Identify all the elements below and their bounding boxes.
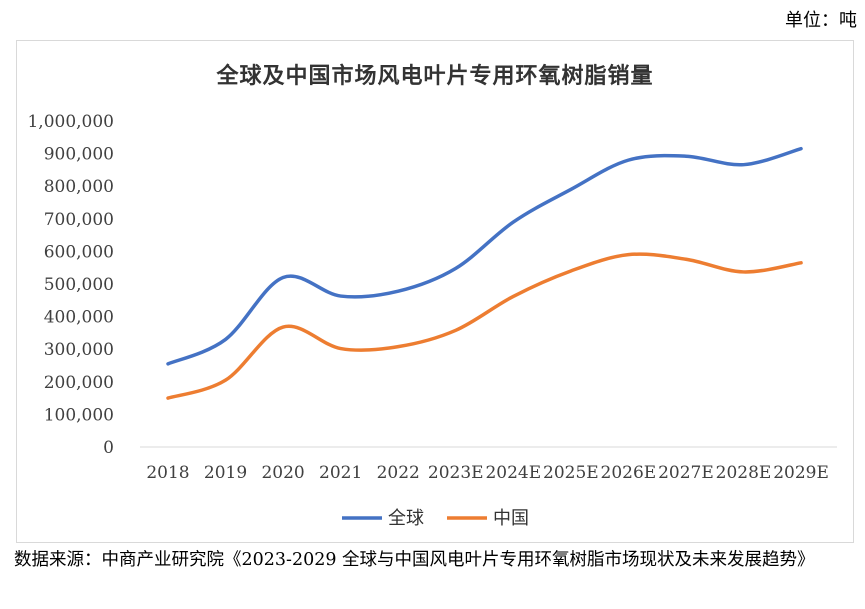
x-tick-label: 2023E [428,463,484,483]
x-axis-ticks: 2018 2019 2020 2021 2022 2023E 2024E 2025E 2026E… [146,463,829,483]
y-tick-label: 500,000 [44,275,114,295]
legend: 全球 中国 [342,508,529,529]
y-tick-label: 900,000 [44,145,114,165]
x-tick-label: 2026E [601,463,657,483]
series-line-1 [166,252,803,400]
y-tick-label: 800,000 [44,177,114,197]
y-tick-label: 0 [103,438,114,458]
y-tick-label: 100,000 [44,405,114,425]
legend-label: 中国 [493,508,529,529]
series-lines [166,146,803,400]
x-tick-label: 2024E [485,463,541,483]
x-tick-label: 2019 [204,463,247,483]
x-tick-label: 2029E [773,463,829,483]
chart-frame [16,40,854,543]
unit-label: 单位：吨 [785,10,857,31]
y-tick-label: 700,000 [44,210,114,230]
x-tick-label: 2028E [716,463,772,483]
chart-title: 全球及中国市场风电叶片专用环氧树脂销量 [216,64,654,89]
x-tick-label: 2022 [377,463,420,483]
x-tick-label: 2020 [261,463,304,483]
x-tick-label: 2025E [543,463,599,483]
x-tick-label: 2027E [658,463,714,483]
source-note: 数据来源：中商产业研究院《2023-2029 全球与中国风电叶片专用环氧树脂市场… [14,550,815,570]
x-tick-label: 2021 [319,463,362,483]
legend-label: 全球 [388,508,424,529]
y-tick-label: 400,000 [44,308,114,328]
y-tick-label: 200,000 [44,373,114,393]
y-axis-ticks: 0 100,000 200,000 300,000 400,000 500,000 600,… [27,112,114,458]
x-tick-label: 2018 [146,463,189,483]
y-tick-label: 600,000 [44,242,114,262]
y-tick-label: 300,000 [44,340,114,360]
series-line-0 [166,146,803,366]
y-tick-label: 1,000,000 [27,112,114,132]
